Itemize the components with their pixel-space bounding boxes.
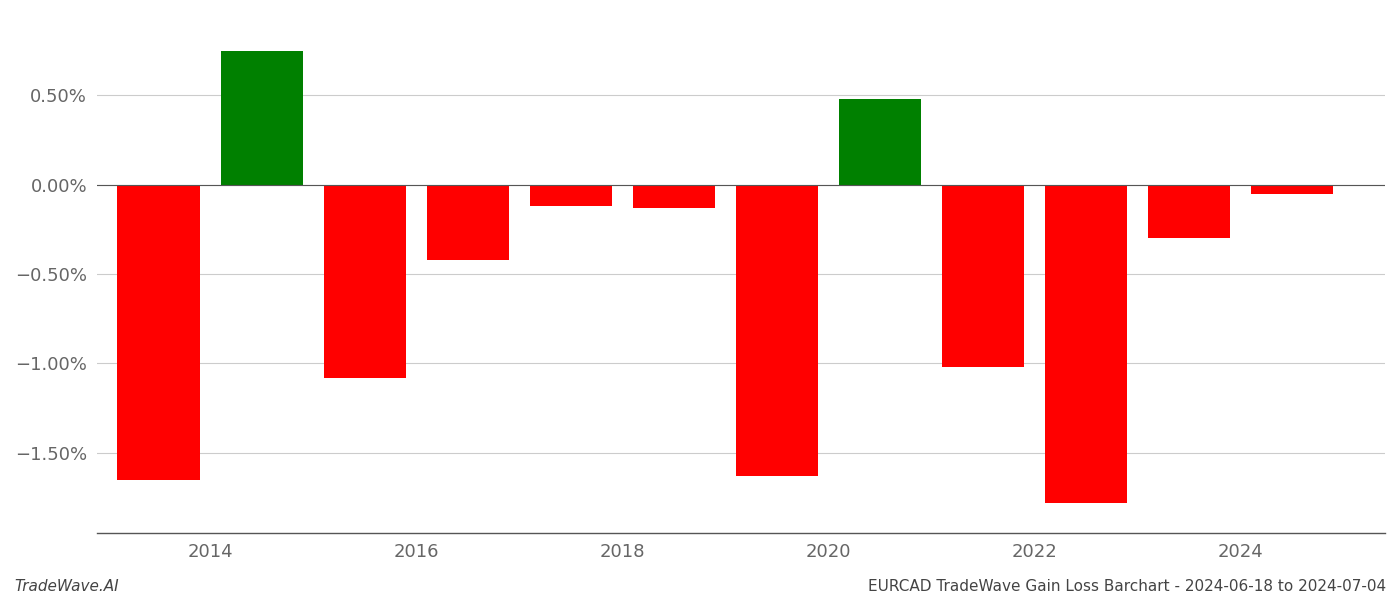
Text: TradeWave.AI: TradeWave.AI <box>14 579 119 594</box>
Bar <box>529 185 612 206</box>
Bar <box>839 99 921 185</box>
Bar <box>633 185 715 208</box>
Bar <box>942 185 1025 367</box>
Bar <box>427 185 510 260</box>
Bar <box>1044 185 1127 503</box>
Bar <box>736 185 818 476</box>
Bar <box>323 185 406 378</box>
Bar <box>1148 185 1231 238</box>
Bar <box>221 51 302 185</box>
Bar <box>118 185 200 479</box>
Bar <box>1252 185 1333 194</box>
Text: EURCAD TradeWave Gain Loss Barchart - 2024-06-18 to 2024-07-04: EURCAD TradeWave Gain Loss Barchart - 20… <box>868 579 1386 594</box>
